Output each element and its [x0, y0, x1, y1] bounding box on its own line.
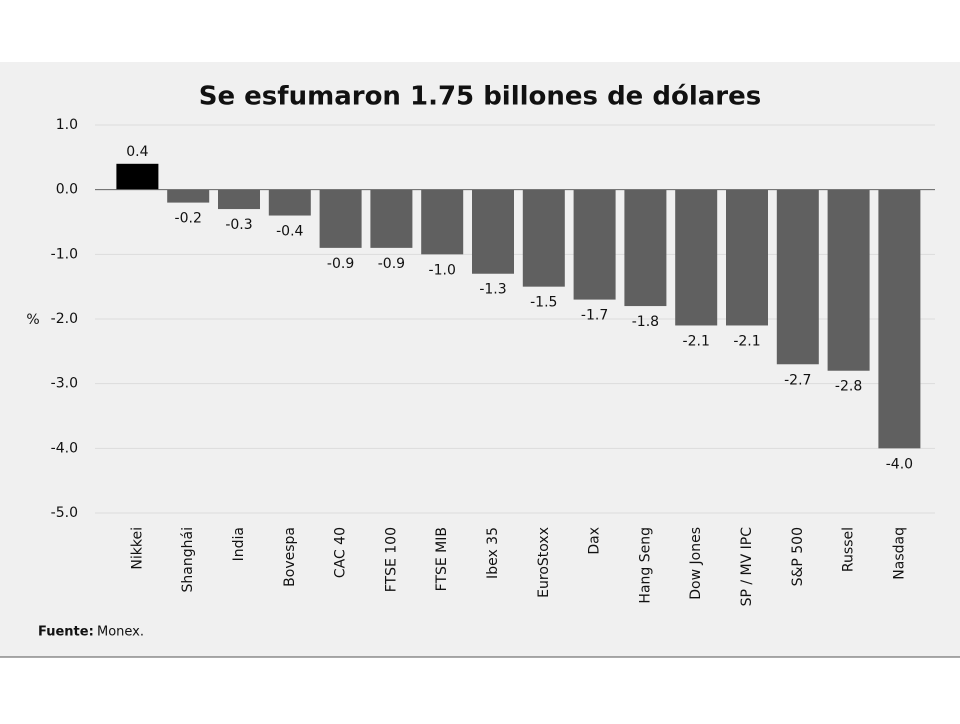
value-label: -1.0 — [429, 262, 456, 278]
bar — [776, 189, 819, 365]
bar — [472, 189, 514, 274]
value-label: -2.8 — [835, 379, 862, 395]
x-tick-label: Nikkei — [129, 527, 145, 570]
x-tick-label: S&P 500 — [790, 527, 806, 586]
value-label: -0.3 — [225, 217, 252, 233]
value-label: -1.5 — [530, 295, 557, 311]
x-tick-label: Dow Jones — [688, 527, 704, 600]
y-tick-label: 0.0 — [56, 182, 78, 198]
bar — [167, 189, 210, 203]
y-tick-label: 1.0 — [56, 117, 78, 133]
value-label: -4.0 — [886, 456, 913, 472]
y-tick-label: -3.0 — [51, 376, 78, 392]
bar — [268, 189, 311, 216]
value-label: -2.1 — [733, 333, 760, 349]
bar — [370, 189, 413, 248]
value-label: -0.9 — [378, 256, 405, 272]
bar — [827, 189, 870, 371]
y-axis-label: % — [26, 312, 39, 328]
value-label: -1.3 — [479, 282, 506, 298]
x-tick-label: CAC 40 — [333, 527, 349, 578]
y-tick-label: -5.0 — [51, 505, 78, 521]
bar — [116, 163, 159, 190]
value-label: -2.7 — [784, 372, 811, 388]
x-tick-label: FTSE MIB — [434, 527, 450, 591]
y-tick-label: -4.0 — [51, 440, 78, 456]
value-label: 0.4 — [126, 144, 148, 160]
x-tick-label: Ibex 35 — [485, 527, 501, 579]
bar — [624, 189, 667, 307]
x-tick-label: Russel — [841, 527, 857, 572]
x-tick-label: FTSE 100 — [383, 527, 399, 592]
bar — [522, 189, 565, 287]
value-label: -0.4 — [276, 224, 303, 240]
x-tick-label: Hang Seng — [637, 527, 653, 604]
x-tick-label: SP / MV IPC — [739, 527, 755, 607]
y-tick-label: -1.0 — [51, 246, 78, 262]
x-tick-label: India — [231, 527, 247, 561]
value-label: -0.9 — [327, 256, 354, 272]
value-label: -1.8 — [632, 314, 659, 330]
x-tick-label: Nasdaq — [891, 527, 907, 580]
bar — [726, 189, 768, 326]
value-label: -1.7 — [581, 308, 608, 324]
source: Monex. — [97, 625, 144, 640]
bar — [218, 189, 260, 210]
y-tick-label: -2.0 — [51, 311, 78, 327]
x-tick-label: Dax — [587, 527, 603, 555]
value-label: -0.2 — [175, 211, 202, 227]
bar — [421, 189, 464, 255]
bar — [319, 189, 362, 248]
x-tick-label: Bovespa — [282, 527, 298, 587]
x-tick-label: Shanghái — [180, 527, 196, 592]
bar — [675, 189, 718, 326]
chart-title: Se esfumaron 1.75 billones de dólares — [199, 82, 761, 112]
bar — [878, 189, 921, 449]
x-tick-label: EuroStoxx — [536, 527, 552, 598]
source-label: Fuente: — [38, 625, 94, 640]
bar — [573, 189, 616, 300]
value-label: -2.1 — [683, 333, 710, 349]
